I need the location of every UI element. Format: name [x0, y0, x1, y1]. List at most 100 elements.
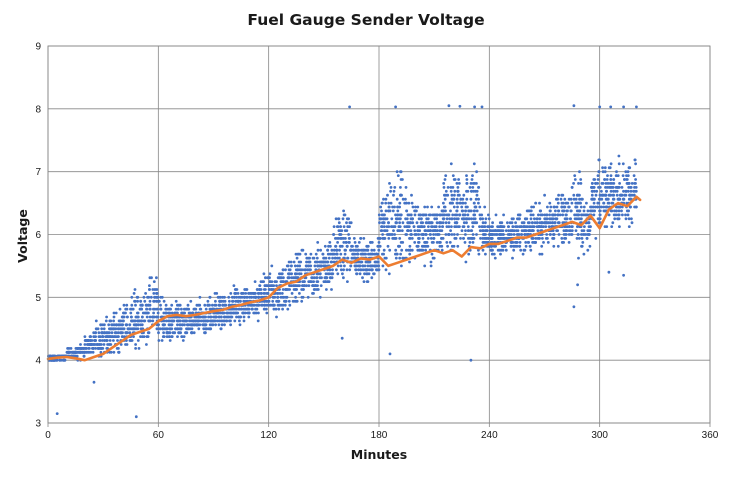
scatter-point — [281, 288, 285, 291]
scatter-point — [603, 178, 606, 181]
scatter-point — [481, 217, 485, 221]
scatter-point — [446, 193, 450, 197]
scatter-point — [612, 189, 615, 193]
scatter-point — [445, 241, 449, 244]
scatter-point — [458, 213, 462, 217]
scatter-point — [570, 229, 574, 233]
scatter-point — [382, 221, 386, 225]
scatter-point — [546, 241, 550, 244]
scatter-point — [212, 315, 216, 319]
scatter-point — [452, 178, 456, 181]
scatter-point — [359, 237, 363, 240]
scatter-point — [445, 225, 449, 229]
scatter-point — [247, 315, 251, 319]
scatter-point — [468, 241, 472, 244]
scatter-point — [240, 307, 244, 311]
scatter-point — [583, 225, 586, 229]
scatter-point — [142, 295, 146, 299]
scatter-point — [632, 193, 636, 197]
scatter-point — [628, 205, 632, 209]
scatter-point — [353, 241, 357, 244]
scatter-point — [242, 299, 246, 303]
scatter-point — [186, 323, 190, 327]
scatter-point — [86, 343, 89, 346]
scatter-point — [410, 248, 414, 252]
scatter-point — [407, 201, 411, 205]
scatter-point — [394, 256, 398, 260]
scatter-point — [464, 229, 467, 233]
scatter-point — [283, 303, 287, 307]
scatter-point — [486, 225, 489, 229]
scatter-point — [400, 193, 403, 197]
scatter-point — [287, 299, 291, 303]
scatter-point — [233, 288, 237, 291]
x-tick-label: 300 — [591, 430, 608, 441]
scatter-point — [331, 272, 335, 276]
scatter-point — [253, 295, 257, 299]
scatter-point — [464, 233, 467, 236]
scatter-point — [563, 197, 567, 201]
scatter-point — [262, 272, 266, 276]
scatter-point — [278, 292, 282, 295]
scatter-point — [292, 260, 296, 264]
scatter-point — [292, 288, 296, 291]
scatter-point — [617, 217, 621, 221]
scatter-point — [168, 335, 171, 338]
scatter-point — [352, 237, 356, 240]
scatter-point — [633, 186, 636, 189]
scatter-point — [451, 201, 454, 205]
scatter-point — [563, 237, 566, 240]
scatter-point — [535, 225, 539, 229]
scatter-point — [388, 182, 391, 185]
scatter-point — [542, 225, 545, 229]
scatter-point — [174, 307, 178, 311]
scatter-point — [141, 311, 145, 315]
scatter-point — [156, 311, 160, 315]
scatter-point — [465, 182, 469, 185]
scatter-point — [517, 217, 520, 221]
scatter-point — [394, 248, 398, 252]
scatter-point — [572, 305, 576, 309]
scatter-point — [525, 217, 529, 221]
scatter-point — [471, 186, 475, 189]
scatter-point — [570, 186, 574, 189]
scatter-point — [170, 319, 174, 323]
scatter-point — [345, 221, 348, 225]
scatter-point — [324, 280, 327, 283]
scatter-point — [490, 237, 493, 240]
scatter-point — [392, 189, 396, 193]
scatter-point — [480, 225, 484, 229]
scatter-point — [181, 339, 185, 342]
scatter-point — [589, 225, 592, 229]
scatter-point — [534, 237, 538, 240]
scatter-point — [471, 174, 474, 178]
scatter-point — [296, 252, 300, 256]
scatter-point — [157, 331, 160, 335]
scatter-point — [406, 229, 410, 233]
scatter-point — [349, 248, 352, 252]
scatter-point — [124, 311, 127, 315]
scatter-point — [134, 415, 138, 419]
scatter-point — [383, 213, 386, 217]
scatter-point — [447, 104, 451, 108]
scatter-point — [213, 292, 217, 295]
scatter-point — [484, 252, 487, 256]
scatter-point — [423, 229, 427, 233]
scatter-point — [520, 233, 523, 236]
scatter-point — [438, 229, 442, 233]
scatter-point — [166, 331, 170, 335]
scatter-point — [463, 241, 467, 244]
scatter-point — [332, 248, 336, 252]
scatter-point — [409, 233, 413, 236]
scatter-point — [443, 193, 446, 197]
scatter-point — [236, 292, 240, 295]
scatter-point — [376, 237, 380, 240]
scatter-point — [624, 170, 628, 174]
scatter-point — [315, 256, 319, 260]
scatter-point — [145, 335, 149, 338]
scatter-point — [221, 319, 225, 323]
scatter-point — [279, 303, 283, 307]
scatter-point — [233, 319, 237, 323]
scatter-point — [551, 221, 554, 225]
scatter-point — [102, 343, 106, 346]
